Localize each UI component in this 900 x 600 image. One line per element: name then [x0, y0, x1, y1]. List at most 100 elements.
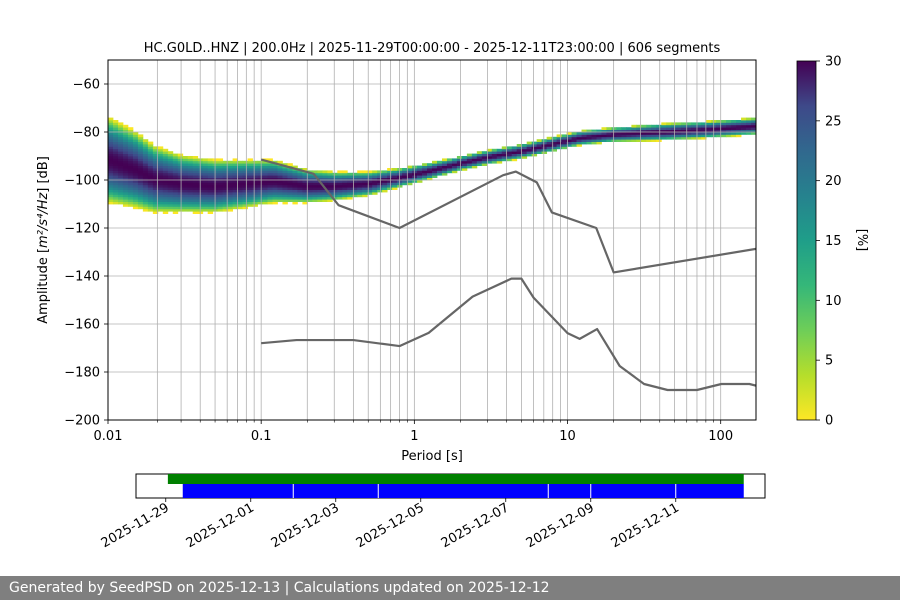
psd-cell: [556, 146, 562, 150]
psd-cell: [147, 160, 154, 164]
psd-cell: [137, 144, 144, 147]
psd-cell: [187, 182, 194, 186]
psd-cell: [372, 170, 378, 174]
psd-cell: [721, 127, 727, 130]
psd-cell: [137, 153, 144, 157]
psd-cell: [232, 163, 238, 166]
psd-cell: [222, 194, 229, 198]
psd-cell: [162, 158, 169, 162]
psd-cell: [252, 194, 258, 198]
psd-cell: [272, 201, 278, 205]
plot-frame: [107, 59, 757, 421]
psd-cell: [142, 184, 149, 188]
psd-cell: [272, 170, 278, 174]
psd-cell: [152, 211, 159, 214]
psd-cell: [531, 141, 538, 145]
psd-cell: [108, 156, 114, 159]
x-tick-label: 0.01: [94, 429, 123, 444]
psd-cell: [147, 177, 154, 181]
psd-cell: [117, 163, 124, 166]
psd-cell: [162, 168, 169, 171]
psd-cell: [137, 170, 144, 174]
psd-cell: [152, 194, 159, 198]
psd-cell: [202, 208, 209, 212]
psd-cell: [671, 124, 677, 128]
psd-cell: [247, 182, 253, 186]
psd-cell: [591, 129, 597, 133]
psd-cell: [257, 170, 263, 174]
psd-cell: [491, 153, 498, 157]
psd-cell: [187, 163, 194, 166]
psd-cell: [257, 172, 263, 176]
psd-cell: [227, 172, 234, 176]
psd-cell: [307, 172, 313, 176]
psd-cell: [202, 204, 209, 207]
psd-cell: [691, 132, 697, 135]
psd-cell: [127, 192, 134, 195]
psd-cell: [367, 177, 373, 181]
psd-cell: [317, 170, 323, 174]
psd-cell: [317, 199, 323, 202]
psd-cell: [267, 170, 273, 174]
psd-cell: [726, 134, 732, 138]
psd-cell: [491, 151, 498, 154]
psd-cell: [436, 165, 443, 169]
psd-cell: [267, 182, 273, 186]
psd-cell: [566, 141, 572, 145]
psd-cell: [237, 192, 243, 195]
psd-cell: [601, 129, 607, 133]
psd-cell: [232, 206, 238, 210]
psd-cell: [247, 192, 253, 195]
psd-cell: [167, 206, 174, 210]
psd-cell: [122, 184, 129, 188]
psd-cell: [237, 204, 243, 207]
psd-cell: [721, 134, 727, 138]
psd-cell: [172, 196, 179, 200]
psd-cell: [327, 175, 333, 178]
psd-cell: [496, 158, 503, 162]
psd-cell: [127, 160, 134, 164]
psd-cell: [207, 170, 214, 174]
psd-cell: [232, 194, 238, 198]
psd-cell: [137, 204, 144, 207]
psd-cell: [132, 144, 139, 147]
chart-title: HC.G0LD..HNZ | 200.0Hz | 2025-11-29T00:0…: [144, 41, 721, 56]
psd-cell: [247, 165, 253, 169]
psd-cell: [162, 187, 169, 190]
psd-cell: [187, 192, 194, 195]
psd-cell: [108, 144, 114, 147]
psd-cell: [252, 182, 258, 186]
psd-cell: [282, 172, 288, 176]
psd-cell: [407, 168, 413, 171]
psd-cell: [162, 189, 169, 193]
psd-cell: [551, 148, 558, 152]
psd-cell: [122, 148, 129, 152]
psd-cell: [706, 134, 712, 138]
colorbar-tick-label: 20: [825, 174, 842, 189]
psd-cell: [108, 177, 114, 181]
psd-cell: [317, 184, 323, 188]
psd-cell: [656, 139, 662, 142]
psd-cell: [157, 175, 164, 178]
psd-cell: [222, 196, 229, 200]
psd-cell: [217, 189, 224, 193]
psd-cell: [277, 170, 283, 174]
psd-cell: [631, 132, 637, 135]
psd-cell: [157, 208, 164, 212]
psd-cell: [636, 127, 642, 130]
psd-cell: [686, 129, 692, 133]
psd-cell: [611, 134, 617, 138]
psd-cell: [227, 170, 234, 174]
psd-cell: [506, 158, 513, 162]
psd-cell: [217, 158, 224, 162]
colorbar-label: [%]: [854, 229, 869, 252]
psd-cell: [696, 129, 702, 133]
psd-cell: [327, 184, 333, 188]
psd-cell: [267, 201, 273, 205]
psd-cell: [511, 148, 518, 152]
psd-cell: [152, 204, 159, 207]
psd-cell: [252, 192, 258, 195]
psd-cell: [526, 141, 533, 145]
psd-cell: [691, 124, 697, 128]
psd-cell: [122, 201, 129, 205]
